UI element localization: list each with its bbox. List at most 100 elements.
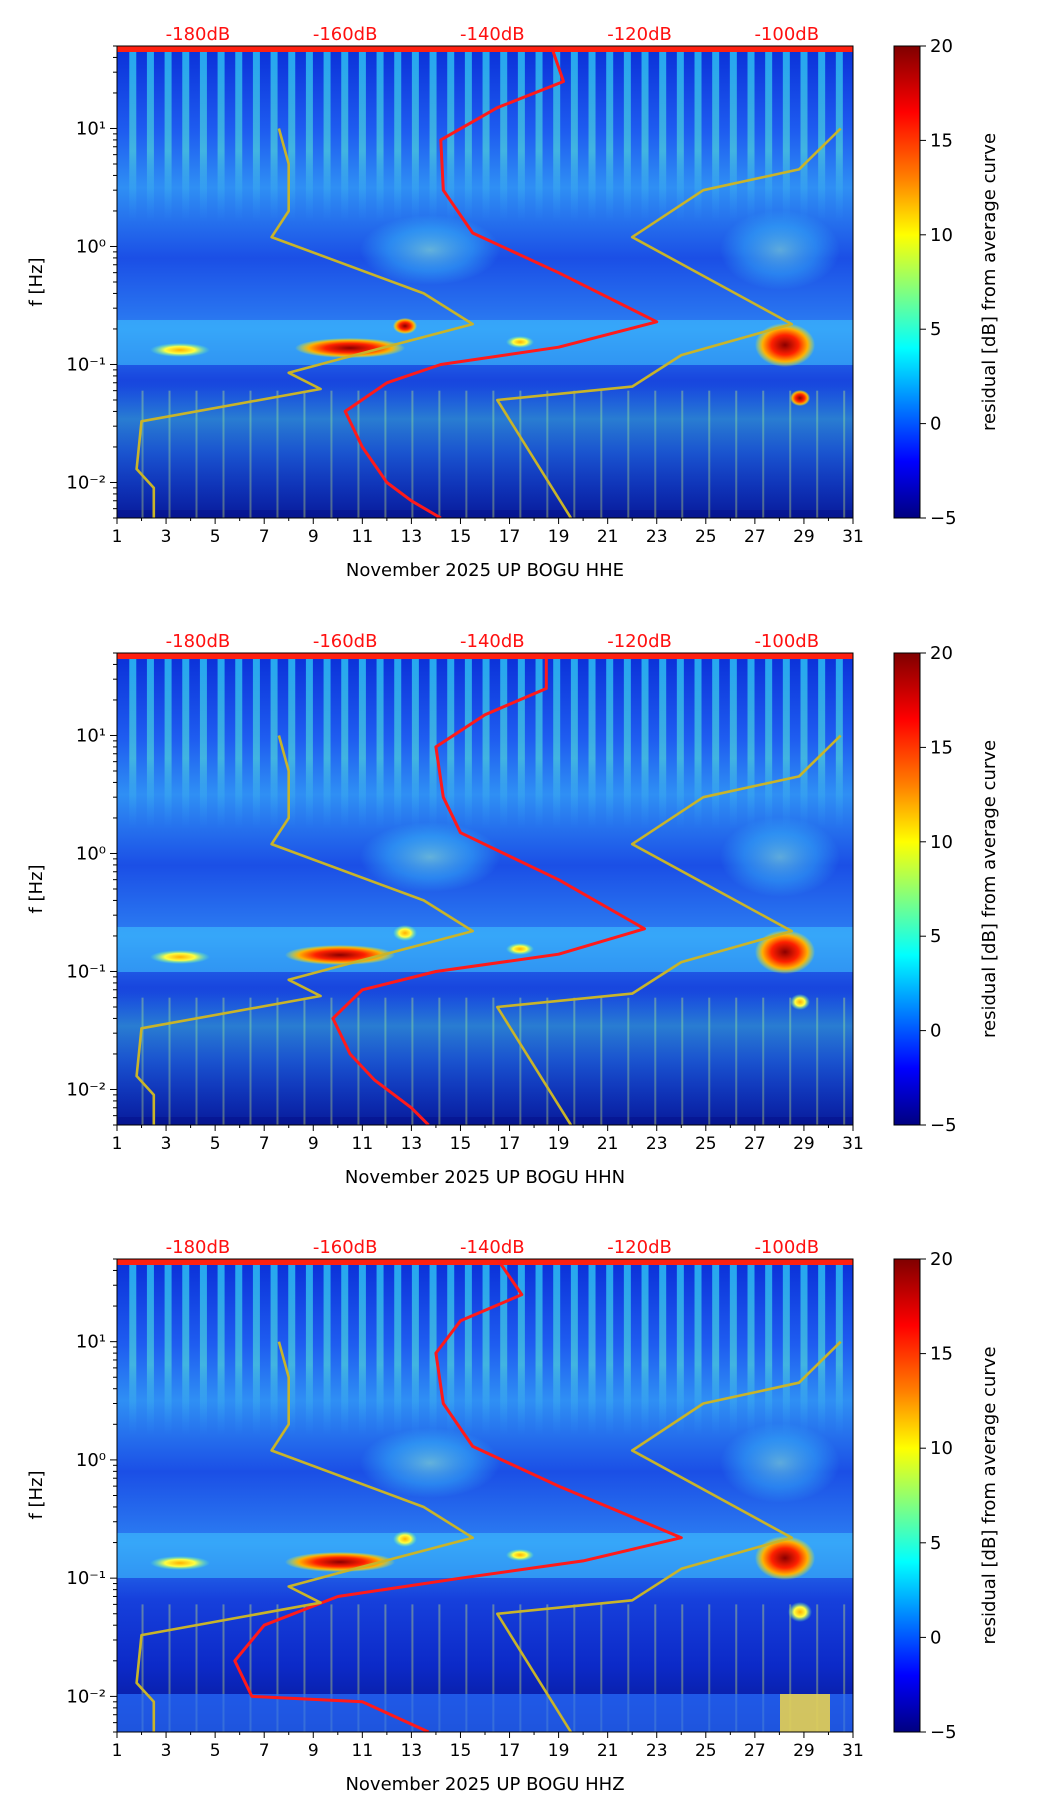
- impulse-line: [519, 1604, 522, 1732]
- noise-stripe: [394, 1259, 402, 1436]
- colorbar-tick-label: 5: [930, 1533, 941, 1554]
- db-label: -160dB: [313, 1237, 378, 1258]
- noise-stripe: [676, 653, 684, 830]
- impulse-line: [627, 1604, 630, 1732]
- db-label: -140dB: [460, 24, 525, 45]
- noise-stripe: [729, 653, 737, 830]
- noise-stripe: [500, 1259, 508, 1436]
- impulse-line: [330, 1604, 333, 1732]
- noise-stripe: [606, 653, 614, 830]
- colorbar-tick-label: 15: [930, 130, 953, 151]
- noise-stripe: [411, 653, 419, 830]
- noise-stripe: [588, 46, 596, 223]
- x-tick-label: 31: [842, 1134, 864, 1154]
- x-tick-label: 5: [210, 1134, 221, 1154]
- noise-stripe: [341, 46, 349, 223]
- x-tick-label: 31: [842, 527, 864, 547]
- noise-stripe: [500, 46, 508, 223]
- db-label: -180dB: [166, 631, 231, 652]
- noise-stripe: [623, 1259, 631, 1436]
- noise-stripe: [570, 653, 578, 830]
- noise-stripe: [765, 1259, 773, 1436]
- noise-stripe: [570, 46, 578, 223]
- noise-stripe: [800, 1259, 808, 1436]
- noise-stripe: [429, 653, 437, 830]
- y-tick-label: 10⁰: [76, 843, 106, 864]
- db-label: -100dB: [754, 24, 819, 45]
- noise-stripe: [765, 653, 773, 830]
- colorbar-gradient: [893, 652, 921, 1126]
- impulse-line: [681, 1604, 684, 1732]
- noise-stripe: [553, 46, 561, 223]
- x-tick-label: 15: [450, 1741, 472, 1761]
- x-tick-label: 19: [548, 1134, 570, 1154]
- noise-stripe: [358, 46, 366, 223]
- x-tick-label: 27: [744, 527, 766, 547]
- x-tick-label: 31: [842, 1741, 864, 1761]
- noise-stripe: [659, 1259, 667, 1436]
- impulse-line: [303, 1604, 306, 1732]
- x-axis-label: November 2025 UP BOGU HHN: [345, 1167, 625, 1188]
- x-tick-label: 3: [161, 1134, 172, 1154]
- x-tick-label: 11: [352, 1134, 374, 1154]
- noise-stripe: [729, 1259, 737, 1436]
- average-psd-curve: [343, 46, 659, 518]
- x-tick-label: 19: [548, 527, 570, 547]
- y-tick-label: 10⁻²: [66, 472, 106, 493]
- noise-stripe: [676, 1259, 684, 1436]
- x-tick-label: 15: [450, 1134, 472, 1154]
- noise-stripe: [553, 1259, 561, 1436]
- x-tick-label: 9: [308, 1134, 319, 1154]
- x-tick-label: 13: [401, 527, 423, 547]
- nhnm-curve: [495, 127, 842, 518]
- colorbar: 20 15 10 5 0 −5 residual [dB] from average cur…: [893, 643, 1000, 1136]
- nlnm-curve: [135, 128, 475, 518]
- y-tick-label: 10⁻¹: [66, 961, 106, 982]
- colorbar-tick-label: 20: [930, 643, 953, 664]
- noise-stripe: [376, 46, 384, 223]
- noise-stripe: [782, 1259, 790, 1436]
- noise-stripe: [606, 1259, 614, 1436]
- noise-stripe: [818, 1259, 826, 1436]
- x-tick-label: 17: [499, 1134, 521, 1154]
- x-tick-label: 11: [352, 527, 374, 547]
- noise-stripe: [482, 653, 490, 830]
- colorbar-tick-label: −5: [930, 1115, 957, 1136]
- noise-stripe: [676, 46, 684, 223]
- x-tick-label: 17: [499, 527, 521, 547]
- noise-stripe: [323, 46, 331, 223]
- db-label: -180dB: [166, 1237, 231, 1258]
- panel-hhz: -180dB -160dB -140dB -120dB -100dB 1 3 5 7 9 11 13…: [26, 1237, 1000, 1795]
- db-label: -160dB: [313, 24, 378, 45]
- noise-stripe: [482, 1259, 490, 1436]
- noise-stripe: [606, 46, 614, 223]
- noise-stripe: [252, 1259, 260, 1436]
- impulse-line: [735, 1604, 738, 1732]
- noise-stripe: [517, 46, 525, 223]
- x-tick-label: 29: [793, 1741, 815, 1761]
- impulse-line: [438, 1604, 441, 1732]
- noise-stripe: [376, 1259, 384, 1436]
- noise-stripe: [270, 653, 278, 830]
- noise-stripe: [146, 653, 154, 830]
- spectrogram-image: [117, 653, 853, 1125]
- db-label: -120dB: [607, 631, 672, 652]
- x-tick-label: 7: [259, 1134, 270, 1154]
- x-tick-label: 7: [259, 1741, 270, 1761]
- noise-stripe: [517, 1259, 525, 1436]
- x-tick-label: 29: [793, 527, 815, 547]
- colorbar-tick-label: 20: [930, 36, 953, 57]
- noise-stripe: [217, 1259, 225, 1436]
- impulse-line: [816, 1604, 819, 1732]
- noise-stripe: [235, 1259, 243, 1436]
- spectrogram-image: [117, 1259, 853, 1732]
- noise-stripe: [429, 46, 437, 223]
- x-tick-label: 21: [597, 527, 619, 547]
- impulse-line: [249, 1604, 252, 1732]
- noise-stripe: [694, 46, 702, 223]
- noise-stripe: [712, 1259, 720, 1436]
- noise-stripe: [500, 653, 508, 830]
- noise-stripe: [182, 653, 190, 830]
- noise-stripe: [217, 46, 225, 223]
- x-tick-label: 23: [646, 527, 668, 547]
